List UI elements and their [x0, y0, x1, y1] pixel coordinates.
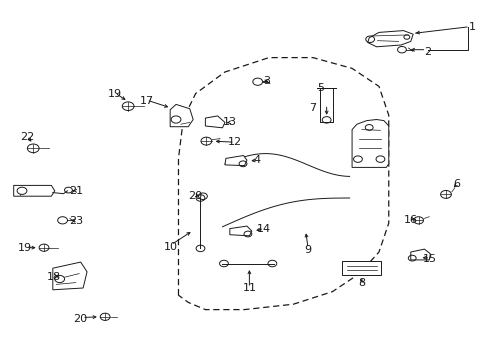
Polygon shape	[53, 262, 87, 290]
Polygon shape	[14, 185, 55, 196]
Text: 15: 15	[423, 254, 436, 264]
Text: 21: 21	[69, 186, 82, 196]
Text: 14: 14	[257, 224, 270, 234]
Text: 19: 19	[18, 243, 31, 253]
Text: 23: 23	[69, 216, 82, 226]
Text: 20: 20	[74, 314, 87, 324]
Polygon shape	[205, 116, 224, 128]
Text: 12: 12	[227, 137, 241, 147]
Polygon shape	[351, 120, 388, 167]
Text: 10: 10	[164, 242, 178, 252]
Text: 11: 11	[242, 283, 256, 293]
Text: 4: 4	[253, 155, 260, 165]
Polygon shape	[367, 31, 412, 47]
Text: 7: 7	[309, 103, 316, 113]
Polygon shape	[410, 249, 429, 260]
Text: 17: 17	[140, 96, 153, 106]
Text: 20: 20	[188, 191, 202, 201]
Text: 22: 22	[20, 132, 34, 142]
Text: 9: 9	[304, 245, 311, 255]
Polygon shape	[224, 156, 246, 166]
Polygon shape	[170, 104, 193, 127]
Polygon shape	[342, 261, 381, 275]
Text: 3: 3	[263, 76, 269, 86]
Polygon shape	[229, 226, 251, 236]
Text: 8: 8	[358, 278, 365, 288]
Text: 6: 6	[453, 179, 460, 189]
Text: 5: 5	[316, 83, 323, 93]
Text: 13: 13	[223, 117, 236, 127]
Text: 18: 18	[47, 272, 61, 282]
Text: 1: 1	[468, 22, 474, 32]
Text: 2: 2	[424, 47, 430, 57]
Text: 16: 16	[403, 215, 417, 225]
Text: 19: 19	[108, 89, 122, 99]
